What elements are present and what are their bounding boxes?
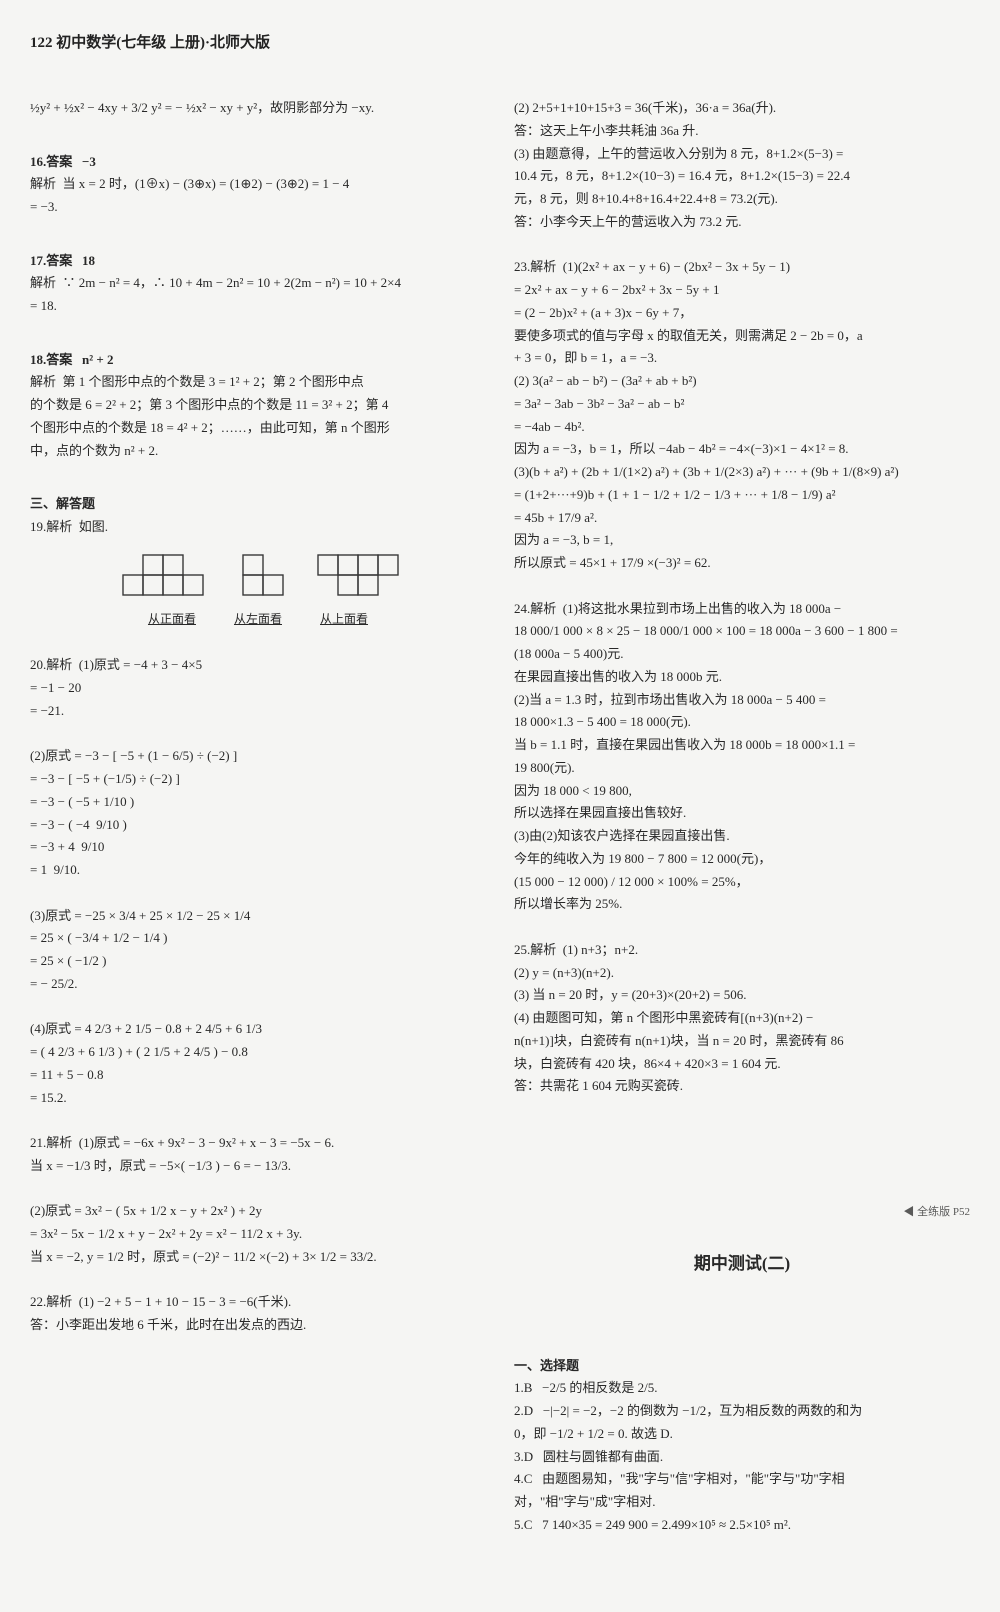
section-1-mc: 一、选择题 <box>514 1355 579 1378</box>
mc-4: 4.C 由题图易知，"我"字与"信"字相对，"能"字与"功"字相 对，"相"字与… <box>514 1471 845 1509</box>
q19: 19.解析 如图. <box>30 519 108 534</box>
q25-solution: 25.解析 (1) n+3；n+2. (2) y = (n+3)(n+2). (… <box>514 942 844 1094</box>
view-top-label: 从上面看 <box>320 609 368 630</box>
section-3-title: 三、解答题 <box>30 493 95 516</box>
q19-diagram: 从正面看 从左面看 从上面看 <box>30 545 486 630</box>
q16-answer: 16.答案 −3 <box>30 151 96 174</box>
three-views-svg <box>108 545 408 605</box>
mc-1: 1.B −2/5 的相反数是 2/5. <box>514 1380 657 1395</box>
content-columns: ½y² + ½x² − 4xy + 3/2 y² = − ½x² − xy + … <box>30 74 970 1582</box>
q16-solution: 解析 当 x = 2 时，(1⊕x) − (3⊕x) = (1⊕2) − (3⊕… <box>30 176 349 214</box>
q23-solution: 23.解析 (1)(2x² + ax − y + 6) − (2bx² − 3x… <box>514 259 899 570</box>
view-left-label: 从左面看 <box>234 609 282 630</box>
left-column: ½y² + ½x² − 4xy + 3/2 y² = − ½x² − xy + … <box>30 74 486 1582</box>
opening-line: ½y² + ½x² − 4xy + 3/2 y² = − ½x² − xy + … <box>30 100 374 115</box>
midterm-test-block: ◀ 全练版 P52 期中测试(二) 一、选择题 1.B −2/5 的相反数是 2… <box>514 1135 970 1537</box>
midtest-subref: ◀ 全练版 P52 <box>903 1203 970 1222</box>
q22-solution-part2: (2) 2+5+1+10+15+3 = 36(千米)，36·a = 36a(升)… <box>514 100 850 229</box>
view-labels: 从正面看 从左面看 从上面看 <box>148 609 368 630</box>
q17-answer: 17.答案 18 <box>30 250 95 273</box>
mc-3: 3.D 圆柱与圆锥都有曲面. <box>514 1449 663 1464</box>
view-front-label: 从正面看 <box>148 609 196 630</box>
q18-answer: 18.答案 n² + 2 <box>30 349 114 372</box>
q24-solution: 24.解析 (1)将这批水果拉到市场上出售的收入为 18 000a − 18 0… <box>514 601 898 912</box>
mc-5: 5.C 7 140×35 = 249 900 = 2.499×10⁵ ≈ 2.5… <box>514 1517 791 1532</box>
q18-solution: 解析 第 1 个图形中点的个数是 3 = 1² + 2；第 2 个图形中点 的个… <box>30 374 390 457</box>
q20-solution: 20.解析 (1)原式 = −4 + 3 − 4×5 = −1 − 20 = −… <box>30 657 262 1104</box>
q17-solution: 解析 ∵ 2m − n² = 4，∴ 10 + 4m − 2n² = 10 + … <box>30 275 401 313</box>
q21-solution: 21.解析 (1)原式 = −6x + 9x² − 3 − 9x² + x − … <box>30 1135 377 1264</box>
mc-2: 2.D −|−2| = −2，−2 的倒数为 −1/2，互为相反数的两数的和为 … <box>514 1403 862 1441</box>
page-header: 122 初中数学(七年级 上册)·北师大版 <box>30 30 970 56</box>
midtest-title: 期中测试(二) <box>514 1249 970 1279</box>
right-column: (2) 2+5+1+10+15+3 = 36(千米)，36·a = 36a(升)… <box>514 74 970 1582</box>
q22-solution-part1: 22.解析 (1) −2 + 5 − 1 + 10 − 15 − 3 = −6(… <box>30 1294 306 1332</box>
